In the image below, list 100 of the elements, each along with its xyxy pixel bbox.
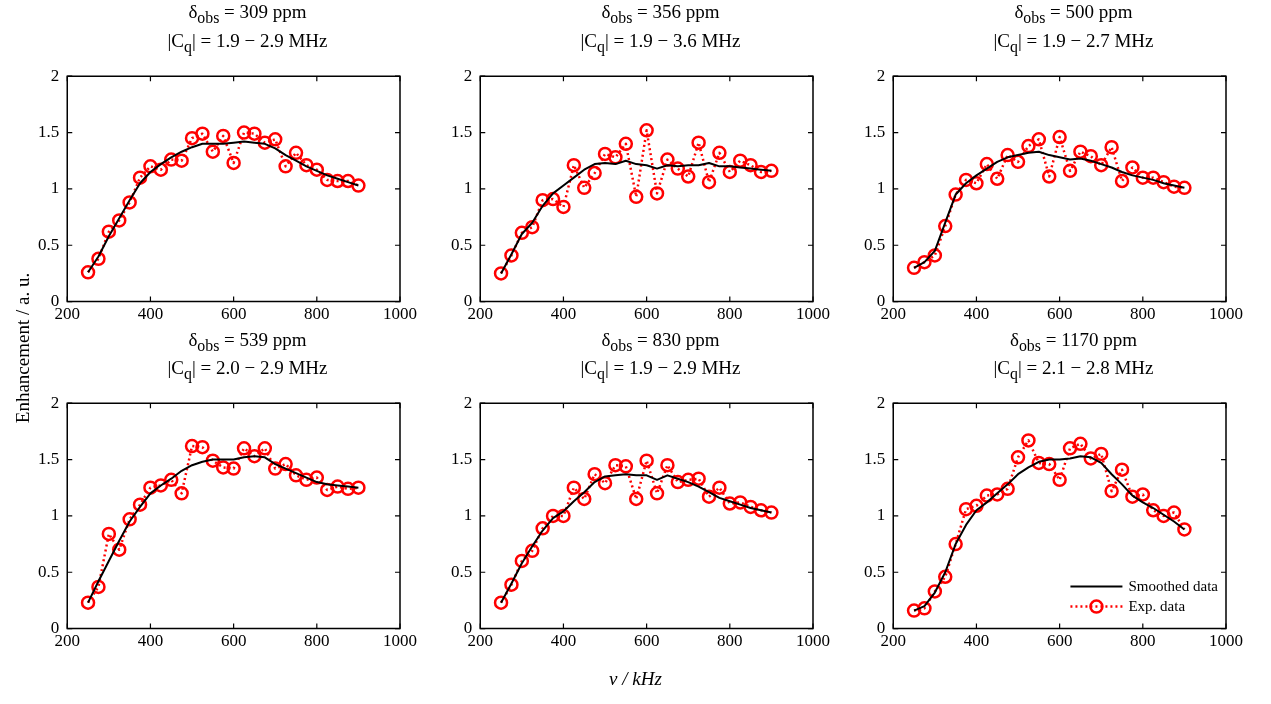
point — [267, 131, 283, 147]
x-tick-label: 600 — [633, 631, 660, 651]
point — [1156, 174, 1171, 189]
y-tick-label: 0.5 — [864, 234, 886, 254]
x-tick-label: 600 — [1046, 631, 1073, 651]
point — [608, 149, 623, 165]
point — [701, 174, 717, 189]
x-tick-label: 800 — [717, 631, 743, 651]
point — [649, 185, 665, 201]
point — [1052, 472, 1067, 488]
y-axis-title: Enhancement / a. u. — [12, 272, 34, 424]
x-tick-label: 600 — [1046, 303, 1073, 323]
point — [1052, 129, 1067, 144]
x-tick-label: 400 — [963, 303, 990, 323]
point — [80, 595, 96, 611]
point — [712, 480, 727, 496]
y-tick-label: 0.5 — [864, 561, 886, 581]
point — [215, 128, 231, 143]
y-tick-label: 2 — [463, 65, 473, 85]
point — [514, 225, 530, 240]
point — [958, 502, 974, 517]
point — [1093, 157, 1109, 173]
x-tick-label: 400 — [137, 303, 164, 323]
chart-title: δ$_{obs}$ = 830 ppm — [600, 327, 721, 356]
x-axis-title: ν / kHz — [609, 668, 662, 689]
y-tick-label: 1 — [876, 177, 886, 197]
chart-title: δ$_{obs}$ = 500 ppm — [1013, 0, 1134, 28]
y-tick-label: 1 — [463, 177, 473, 197]
chart-title: δ$_{obs}$ = 356 ppm — [600, 0, 721, 28]
point — [948, 537, 963, 552]
point — [587, 467, 602, 482]
point — [628, 189, 644, 204]
point — [122, 194, 137, 210]
point — [917, 601, 932, 616]
point — [927, 584, 943, 599]
point — [1021, 138, 1036, 153]
point — [1021, 433, 1036, 448]
point — [597, 146, 613, 161]
point — [753, 503, 769, 518]
y-tick-label: 0.5 — [38, 234, 60, 254]
chart-subtitle: |C$_{q}$| = 1.9 − 2.7 MHz — [992, 28, 1155, 58]
point — [514, 553, 530, 569]
point — [340, 481, 356, 497]
y-tick-label: 0.5 — [38, 561, 60, 581]
y-tick-label: 2 — [463, 392, 473, 412]
x-tick-label: 400 — [963, 631, 990, 651]
y-tick-label: 1.5 — [38, 449, 60, 469]
point — [236, 441, 252, 456]
point — [195, 440, 210, 455]
point — [174, 153, 189, 168]
point — [80, 264, 96, 280]
point — [1073, 436, 1088, 452]
point — [1062, 441, 1078, 456]
y-tick-label: 1.5 — [451, 449, 473, 469]
point — [101, 224, 117, 239]
point — [257, 441, 273, 456]
point — [278, 158, 293, 174]
y-tick-label: 0.5 — [451, 234, 473, 254]
point — [1104, 484, 1119, 499]
point — [493, 595, 509, 611]
point — [691, 135, 706, 150]
point — [1031, 131, 1047, 147]
point — [1156, 508, 1171, 524]
y-tick-label: 1 — [50, 177, 60, 197]
chart-subtitle: |C$_{q}$| = 1.9 − 2.9 MHz — [579, 356, 742, 385]
point — [608, 458, 623, 473]
x-tick-label: 800 — [304, 303, 330, 323]
x-tick-label: 400 — [137, 631, 164, 651]
point — [111, 542, 127, 558]
point — [524, 219, 540, 235]
y-tick-label: 1.5 — [451, 121, 473, 141]
point — [1073, 144, 1088, 159]
point — [639, 453, 654, 469]
x-tick-label: 800 — [717, 303, 743, 323]
point — [91, 251, 106, 266]
x-tick-label: 800 — [1130, 631, 1156, 651]
point — [628, 491, 644, 507]
point — [184, 438, 200, 454]
point — [618, 136, 634, 151]
point — [226, 155, 241, 170]
point — [1114, 173, 1130, 188]
y-tick-label: 1 — [876, 505, 886, 525]
x-tick-label: 1000 — [1209, 303, 1243, 323]
point — [1062, 163, 1078, 178]
point — [1010, 450, 1026, 465]
x-tick-label: 800 — [1130, 303, 1156, 323]
point — [732, 153, 748, 168]
point — [205, 144, 221, 159]
legend-label: Smoothed data — [1128, 577, 1219, 594]
y-tick-label: 0.5 — [451, 561, 473, 581]
point — [680, 168, 696, 184]
chart-title: δ$_{obs}$ = 539 ppm — [187, 327, 308, 356]
point — [732, 495, 748, 510]
x-tick-label: 800 — [304, 631, 330, 651]
point — [1093, 446, 1109, 462]
point — [101, 526, 117, 542]
x-tick-label: 400 — [550, 631, 577, 651]
chart-subtitle: |C$_{q}$| = 1.9 − 2.9 MHz — [166, 28, 329, 58]
point — [989, 171, 1005, 186]
x-tick-label: 1000 — [796, 631, 830, 651]
